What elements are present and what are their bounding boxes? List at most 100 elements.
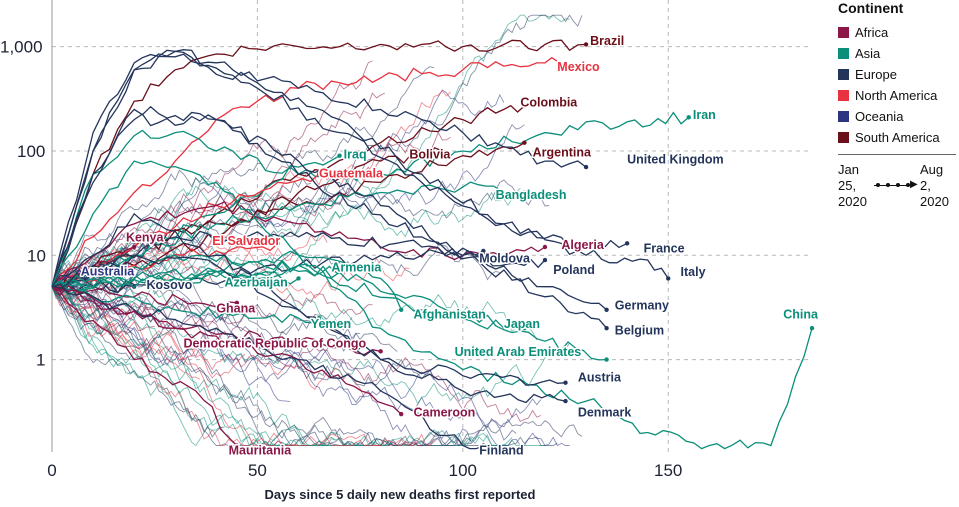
country-label-colombia: Colombia <box>520 96 578 110</box>
series-line-japan <box>51 254 525 331</box>
background-country-line <box>51 66 435 293</box>
date-range-dot <box>906 183 910 187</box>
background-country-line <box>51 14 570 287</box>
series-line-united-kingdom <box>51 49 587 287</box>
date-range-start: Jan 25, 2020 <box>838 162 867 209</box>
legend-swatch <box>838 69 849 80</box>
background-country-line <box>51 266 155 332</box>
series-line-italy <box>51 53 669 287</box>
country-label-argentina: Argentina <box>533 145 592 159</box>
series-line-el-salvador <box>51 242 279 288</box>
series-end-dot <box>90 269 96 274</box>
series-end-dot <box>296 276 301 281</box>
y-tick-label: 1 <box>36 351 45 370</box>
legend-swatch <box>838 48 849 59</box>
legend-label: Europe <box>855 67 897 82</box>
series-line-united-arab-emirates <box>51 260 607 361</box>
background-country-line <box>51 286 570 405</box>
background-country-line <box>51 279 480 447</box>
legend-divider <box>838 154 956 155</box>
background-country-line <box>51 286 422 447</box>
y-tick-label: 1,000 <box>0 38 43 57</box>
background-country-line <box>51 286 147 368</box>
series-end-dot <box>542 244 548 250</box>
legend-swatch <box>838 111 849 122</box>
legend-item: Europe <box>838 64 956 85</box>
background-country-line <box>51 286 336 446</box>
series-end-dot <box>398 307 404 313</box>
y-tick-label: 10 <box>27 246 46 265</box>
series-line-brazil <box>51 39 587 287</box>
legend-item: Oceania <box>838 106 956 127</box>
country-label-democratic-republic-of-congo: Democratic Republic of Congo <box>183 336 366 350</box>
legend-items: Africa Asia Europe North America Oceania Sout… <box>838 22 956 148</box>
series-line-democratic-republic-of-congo <box>51 285 381 356</box>
country-label-ghana: Ghana <box>216 301 256 315</box>
series-line-mauritania <box>51 286 238 446</box>
country-label-algeria: Algeria <box>561 238 604 252</box>
legend-label: North America <box>855 88 938 103</box>
series-end-dot <box>378 349 383 354</box>
legend-item: North America <box>838 85 956 106</box>
series-end-dot <box>809 325 815 331</box>
country-label-germany: Germany <box>615 298 669 312</box>
x-tick-label: 50 <box>248 461 267 480</box>
country-label-bangladesh: Bangladesh <box>496 188 567 202</box>
country-label-cameroon: Cameroon <box>414 406 476 420</box>
series-line-azerbaijan <box>51 267 299 288</box>
country-label-kenya: Kenya <box>126 231 165 245</box>
x-tick-label: 150 <box>654 461 682 480</box>
chart: Brazil Mexico Colombia Iran Argentina United … <box>0 0 821 502</box>
y-tick-label: 100 <box>17 142 45 161</box>
country-label-mauritania: Mauritania <box>229 443 293 457</box>
series-line-guatemala <box>51 173 320 288</box>
series-end-dot <box>337 153 342 158</box>
country-label-italy: Italy <box>681 265 706 279</box>
legend-item: Africa <box>838 22 956 43</box>
series-end-dot <box>563 63 568 69</box>
x-tick-label: 100 <box>449 461 477 480</box>
country-label-bolivia: Bolivia <box>409 148 451 162</box>
series-line-iran <box>51 111 690 287</box>
series-end-dot <box>583 42 589 47</box>
series-line-belgium <box>51 105 608 329</box>
series-end-dot <box>357 263 363 268</box>
series-end-dot <box>316 171 322 177</box>
legend-item: Asia <box>838 43 956 64</box>
country-label-belgium: Belgium <box>615 323 664 337</box>
background-country-line <box>51 188 521 305</box>
series-end-dot <box>234 300 240 306</box>
legend-label: Asia <box>855 46 881 61</box>
series-end-dot <box>481 248 486 254</box>
country-label-brazil: Brazil <box>590 34 624 48</box>
series-end-dot <box>686 115 691 120</box>
country-label-denmark: Denmark <box>578 406 632 420</box>
country-label-azerbaijan: Azerbaijan <box>225 275 288 289</box>
series-end-dot <box>522 140 527 145</box>
background-country-line <box>51 131 451 287</box>
background-country-line <box>51 279 542 430</box>
series-end-dot <box>481 443 486 448</box>
date-range-end: Aug 2, 2020 <box>920 162 949 209</box>
series-end-dot <box>131 244 137 250</box>
x-axis-title: Days since 5 daily new deaths first repo… <box>265 487 536 502</box>
series-end-dot <box>522 103 527 109</box>
series-line-mexico <box>51 56 566 288</box>
background-country-line <box>51 280 201 380</box>
series-line-austria <box>51 212 566 386</box>
legend-label: Oceania <box>855 109 904 124</box>
date-range-line <box>874 185 912 186</box>
country-label-australia: Australia <box>81 264 136 278</box>
series-end-dot <box>522 325 527 331</box>
country-label-france: France <box>644 242 685 256</box>
country-label-moldova: Moldova <box>479 252 531 266</box>
x-tick-label: 0 <box>47 461 56 480</box>
arrow-right-icon: ▶ <box>910 179 918 190</box>
country-label-finland: Finland <box>479 443 523 457</box>
legend-title: Continent <box>838 0 904 16</box>
background-country-line <box>51 286 517 447</box>
background-country-line <box>51 286 513 447</box>
series-end-dot <box>316 315 322 321</box>
country-label-armenia: Armenia <box>331 261 382 275</box>
series-end-dot <box>234 443 240 448</box>
